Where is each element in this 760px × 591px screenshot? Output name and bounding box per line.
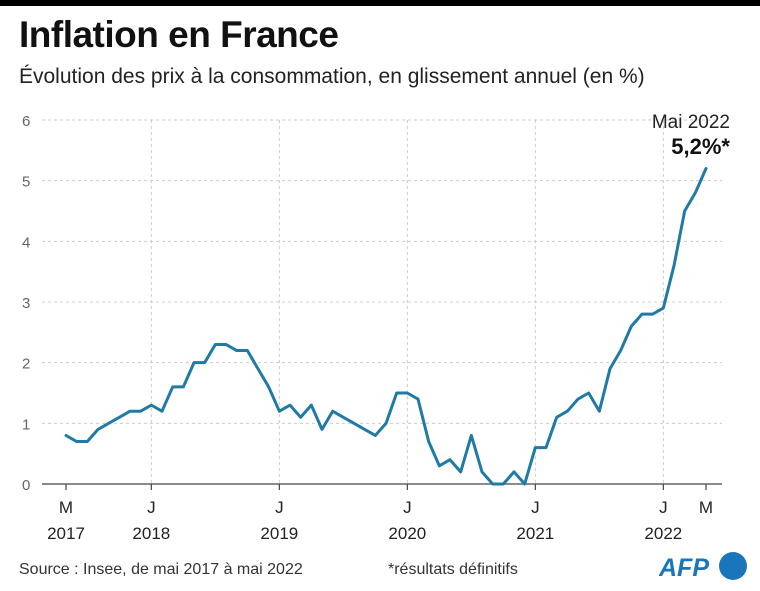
annotation-label: Mai 2022 <box>652 112 730 133</box>
series-line-inflation <box>64 167 708 486</box>
x-tick-month: J <box>659 498 668 517</box>
top-bar <box>0 0 760 6</box>
y-tick-label: 0 <box>22 477 30 494</box>
y-tick-label: 4 <box>22 234 30 251</box>
x-tick-month: M <box>59 498 73 517</box>
afp-logo: AFP <box>659 552 747 582</box>
chart-subtitle: Évolution des prix à la consommation, en… <box>19 65 645 88</box>
afp-logo-text: AFP <box>659 554 709 582</box>
x-tick-month: M <box>699 498 713 517</box>
y-tick-label: 5 <box>22 174 30 191</box>
x-tick-month: J <box>275 498 284 517</box>
x-tick-year: 2019 <box>260 524 298 543</box>
x-tick-month: J <box>531 498 540 517</box>
source-text: Source : Insee, de mai 2017 à mai 2022 <box>19 561 303 578</box>
x-tick-month: J <box>147 498 156 517</box>
y-tick-label: 6 <box>22 113 30 130</box>
chart-title: Inflation en France <box>19 14 339 55</box>
annotation-value: 5,2%* <box>671 134 730 159</box>
y-tick-label: 3 <box>22 295 30 312</box>
x-tick-year: 2021 <box>516 524 554 543</box>
x-tick-year: 2022 <box>644 524 682 543</box>
footnote-text: *résultats définitifs <box>388 561 518 578</box>
x-tick-year: 2020 <box>388 524 426 543</box>
x-tick-year: 2017 <box>47 524 85 543</box>
x-tick-month: J <box>403 498 412 517</box>
x-tick-year: 2018 <box>132 524 170 543</box>
y-tick-label: 1 <box>22 416 30 433</box>
afp-logo-circle <box>719 552 747 580</box>
y-tick-label: 2 <box>22 356 30 373</box>
